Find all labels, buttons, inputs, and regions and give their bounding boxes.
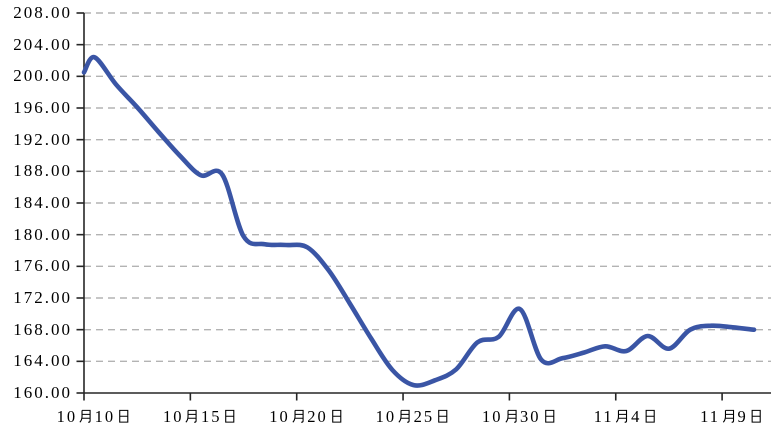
y-axis-label: 176.00 [13, 256, 72, 276]
cjk-month-glyph [292, 409, 304, 423]
y-axis-label: 180.00 [13, 224, 72, 244]
y-axis-label: 168.00 [13, 319, 72, 339]
x-axis-label: 10 15 [163, 407, 239, 427]
cjk-month-glyph [616, 409, 628, 423]
y-axis-label: 172.00 [13, 288, 72, 307]
y-axis-label: 184.00 [13, 193, 72, 212]
price-series-line [81, 54, 757, 388]
cjk-month-glyph [79, 409, 91, 423]
cjk-day-glyph [544, 409, 554, 423]
cjk-month-glyph [504, 409, 517, 423]
x-axis-label: 10 10 [57, 407, 133, 427]
axes [83, 13, 771, 394]
y-axis-label: 164.00 [13, 351, 72, 371]
x-axis-label: 11 9 [700, 407, 765, 427]
gridlines [84, 12, 771, 363]
cjk-day-glyph [331, 409, 342, 423]
y-axis-label: 208.00 [13, 3, 72, 22]
cjk-month-glyph [722, 409, 734, 423]
y-axis-label: 196.00 [13, 98, 72, 117]
cjk-day-glyph [751, 409, 762, 423]
cjk-day-glyph [119, 409, 129, 423]
y-axis-label: 204.00 [13, 34, 72, 54]
cjk-day-glyph [645, 409, 655, 423]
cjk-day-glyph [438, 409, 448, 423]
x-axis-label: 11 4 [594, 407, 659, 427]
cjk-day-glyph [225, 409, 235, 423]
y-axis-label: 188.00 [13, 161, 72, 181]
cjk-month-glyph [398, 409, 410, 423]
tick-marks [76, 12, 723, 401]
y-axis-label: 192.00 [13, 129, 72, 149]
y-axis-label: 160.00 [13, 383, 72, 402]
x-axis-label: 10 25 [376, 407, 452, 427]
x-axis-label: 10 30 [482, 407, 558, 427]
cjk-month-glyph [185, 409, 198, 423]
y-axis-label: 200.00 [13, 66, 72, 86]
x-axis-label: 10 20 [269, 407, 345, 427]
